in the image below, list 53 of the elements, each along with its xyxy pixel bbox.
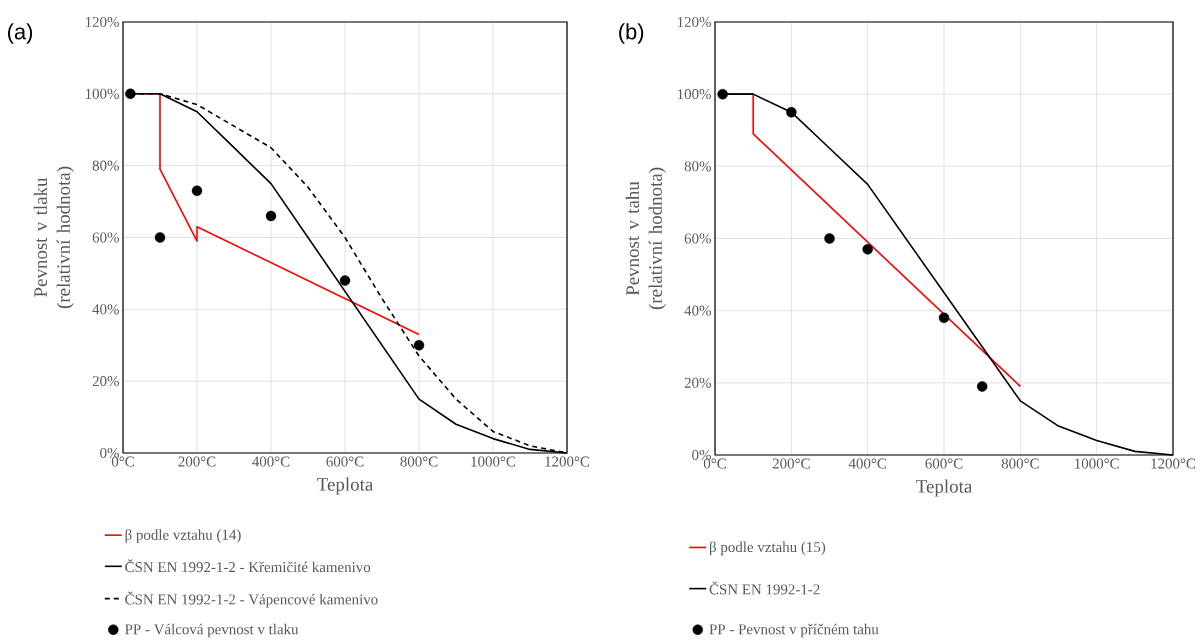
point xyxy=(938,312,950,324)
y-tick-label: 120% xyxy=(677,16,711,28)
legend-label: β podle vztahu (14) xyxy=(125,529,241,543)
point xyxy=(824,233,835,244)
x-tick-label: 400°C xyxy=(252,456,290,467)
x-axis-title: Teplota xyxy=(916,479,973,497)
y-tick-label: 40% xyxy=(684,305,711,316)
y-tick-label: 20% xyxy=(92,376,119,387)
y-tick-label: 60% xyxy=(684,233,711,244)
point xyxy=(786,106,797,118)
point xyxy=(339,275,351,286)
x-tick-label: 600°C xyxy=(326,456,364,467)
point xyxy=(717,88,728,100)
y-tick-label: 0% xyxy=(100,447,119,459)
x-tick-label: 800°C xyxy=(400,456,438,467)
y-tick-label: 120% xyxy=(85,16,119,28)
text: (a) xyxy=(8,23,33,44)
x-tick-label: 400°C xyxy=(848,458,887,469)
y-axis-title: Pevnost v tlaku (relativní hodnota) xyxy=(33,166,74,309)
point xyxy=(125,88,136,100)
x-tick-label: 800°C xyxy=(1001,458,1039,469)
x-tick-label: 0°C xyxy=(111,456,134,467)
legend-label: PP - Válcová pevnost v tlaku xyxy=(125,623,299,638)
x-tick-label: 0°C xyxy=(703,458,726,469)
legend-label: PP - Pevnost v příčném tahu xyxy=(709,623,879,638)
legend-label: β podle vztahu (15) xyxy=(710,541,826,556)
x-tick-label: 1000°C xyxy=(1075,458,1119,469)
legend-label: ČSN EN 1992-1-2 xyxy=(709,581,820,595)
y-tick-label: 20% xyxy=(684,377,711,388)
y-tick-label: 40% xyxy=(92,304,119,315)
x-tick-label: 200°C xyxy=(772,458,810,469)
y-tick-label: 100% xyxy=(85,88,119,99)
y-tick-label: 0% xyxy=(692,449,711,461)
y-axis-title: Pevnost v tahu (relativní hodnota) xyxy=(625,167,666,310)
x-tick-label: 600°C xyxy=(925,458,963,469)
y-tick-label: 80% xyxy=(684,161,711,172)
point xyxy=(976,381,988,392)
y-tick-label: 100% xyxy=(677,89,711,100)
y-tick-label: 60% xyxy=(92,232,119,243)
x-tick-label: 200°C xyxy=(178,456,216,467)
point xyxy=(265,210,277,222)
legend-label: ČSN EN 1992-1-2 - Vápencové kamenivo xyxy=(125,591,378,608)
text: (b) xyxy=(619,23,644,44)
x-axis-title: Teplota xyxy=(317,477,374,495)
x-tick-label: 1200°C xyxy=(545,456,590,467)
point xyxy=(191,185,203,196)
y-tick-label: 80% xyxy=(92,160,119,171)
point xyxy=(862,244,873,255)
x-tick-label: 1200°C xyxy=(1151,458,1196,469)
point xyxy=(413,340,425,351)
legend-label: ČSN EN 1992-1-2 - Křemičité kamenivo xyxy=(125,559,371,573)
x-tick-label: 1000°C xyxy=(471,456,516,467)
point xyxy=(154,232,166,243)
